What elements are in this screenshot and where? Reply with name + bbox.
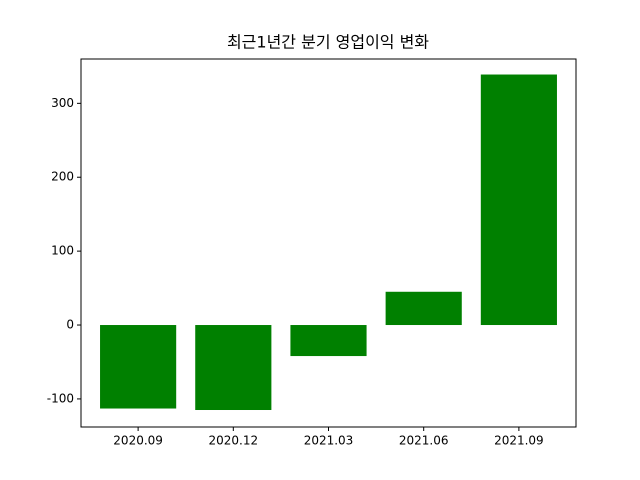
x-tick-label: 2020.12 [208, 434, 258, 448]
bar [385, 291, 462, 326]
y-tick-label: -100 [47, 391, 74, 405]
bar [100, 325, 177, 409]
bar [290, 325, 367, 357]
y-tick-label: 0 [66, 318, 74, 332]
x-tick-label: 2021.09 [494, 434, 544, 448]
bar [480, 74, 557, 326]
x-tick-label: 2021.03 [304, 434, 354, 448]
bar [195, 325, 272, 411]
y-tick-label: 300 [51, 96, 74, 110]
x-tick-label: 2021.06 [399, 434, 449, 448]
y-tick-label: 200 [51, 170, 74, 184]
y-tick-label: 100 [51, 244, 74, 258]
x-tick-label: 2020.09 [113, 434, 163, 448]
plot-frame [80, 58, 577, 428]
chart-title: 최근1년간 분기 영업이익 변화 [227, 33, 429, 52]
